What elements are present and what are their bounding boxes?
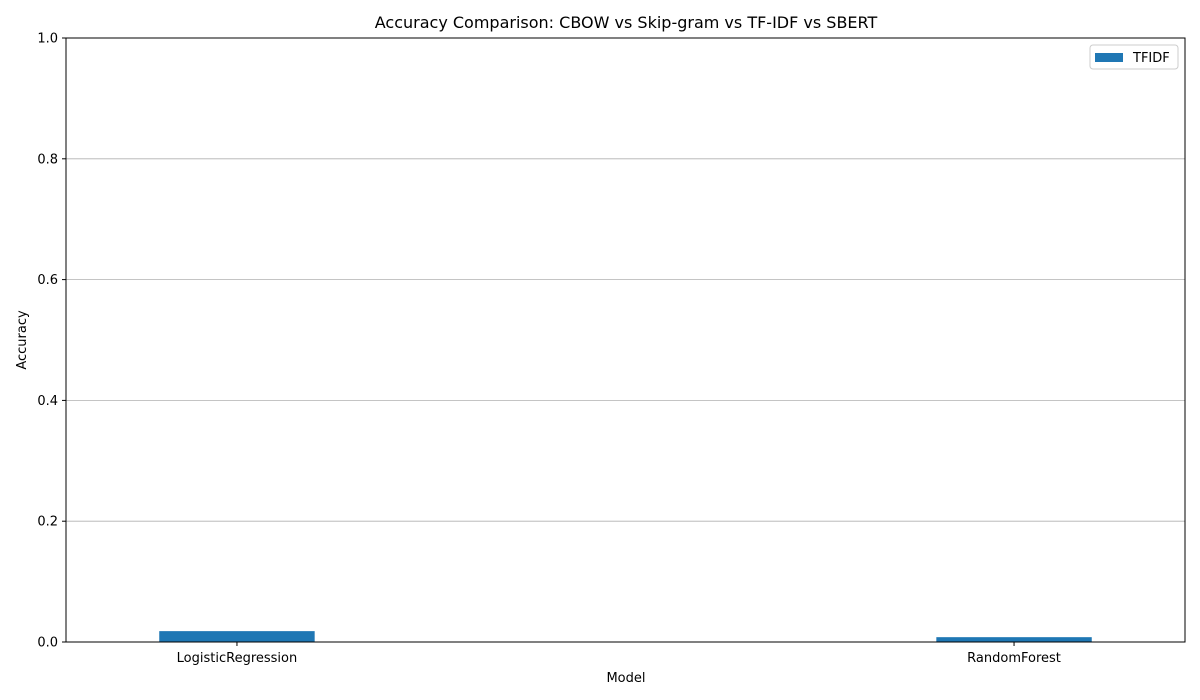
x-axis-label: Model <box>606 671 645 686</box>
y-tick-label: 0.4 <box>37 394 58 409</box>
legend: TFIDF <box>1089 44 1179 70</box>
y-tick-label: 0.8 <box>37 152 58 167</box>
plot-area-frame <box>65 37 1186 643</box>
legend-box <box>1089 44 1179 70</box>
x-axis-ticks: LogisticRegression RandomForest <box>177 642 1061 666</box>
y-tick-label: 0.2 <box>37 515 58 530</box>
y-tick-label: 1.0 <box>37 32 58 47</box>
grid-lines <box>66 158 1185 522</box>
legend-swatch <box>1095 53 1123 62</box>
y-tick-label: 0.6 <box>37 273 58 288</box>
legend-label: TFIDF <box>1132 51 1170 66</box>
y-tick-label: 0.0 <box>37 636 58 651</box>
bar <box>936 637 1092 642</box>
chart-title: Accuracy Comparison: CBOW vs Skip-gram v… <box>375 13 878 32</box>
y-axis-label: Accuracy <box>15 310 30 370</box>
bar <box>159 631 315 642</box>
x-tick-label: LogisticRegression <box>177 651 298 666</box>
x-tick-label: RandomForest <box>967 651 1061 666</box>
y-axis-ticks: 0.0 0.2 0.4 0.6 0.8 1.0 <box>37 32 66 651</box>
bar-group <box>159 631 1092 642</box>
